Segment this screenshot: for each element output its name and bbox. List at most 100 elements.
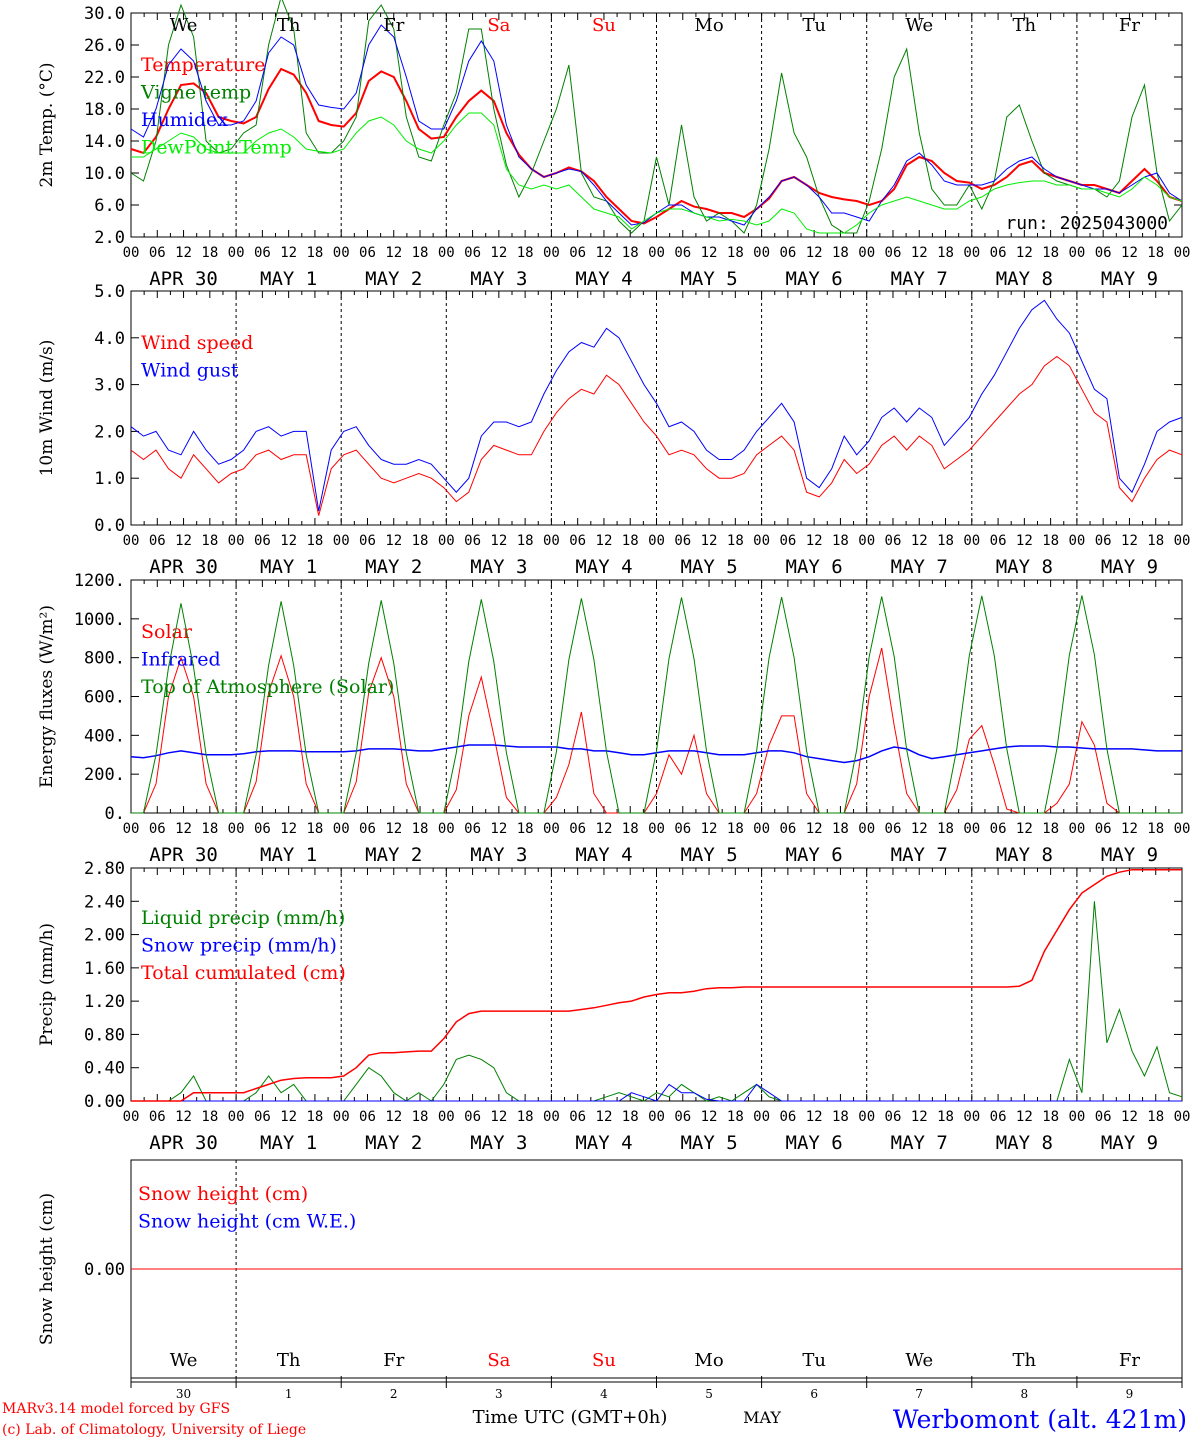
hour-label: 06	[885, 245, 902, 261]
series-line-vigne-temp	[130, 0, 1183, 234]
hour-label: 18	[1042, 533, 1059, 549]
hour-label: 06	[569, 245, 586, 261]
date-label: MAY 2	[365, 844, 422, 866]
hour-label: 00	[753, 533, 770, 549]
panel-wind: 0.0 1.0 2.0 3.0 4.0 5.0 10m Wind (m/s) Wind spe…	[37, 282, 1190, 578]
hour-label: 18	[622, 821, 639, 837]
hour-label: 00	[543, 533, 560, 549]
hour-label: 12	[1121, 821, 1138, 837]
date-label: MAY 8	[996, 1132, 1053, 1154]
hour-label: 12	[701, 533, 718, 549]
hour-label: 18	[832, 1109, 849, 1125]
legend-entry: Solar	[141, 621, 193, 643]
hour-label: 00	[438, 533, 455, 549]
hour-label: 06	[359, 533, 376, 549]
hour-label: 12	[385, 1109, 402, 1125]
y-tick-label: 1.0	[94, 469, 125, 489]
date-label: MAY 9	[1101, 844, 1158, 866]
date-label: MAY 4	[575, 844, 632, 866]
hour-label: 00	[1174, 1109, 1191, 1125]
hour-label: 12	[701, 821, 718, 837]
day-of-week-label: Su	[592, 1350, 616, 1371]
hour-label: 18	[412, 821, 429, 837]
legend-entry: Total cumulated (cm)	[141, 962, 346, 984]
day-number-label: 4	[600, 1387, 608, 1401]
hour-label: 00	[1068, 533, 1085, 549]
hour-label: 12	[280, 821, 297, 837]
hour-label: 18	[306, 821, 323, 837]
date-label: MAY 3	[470, 268, 527, 290]
hour-label: 00	[648, 1109, 665, 1125]
hour-label: 00	[858, 533, 875, 549]
hour-label: 12	[385, 533, 402, 549]
hour-label: 12	[701, 245, 718, 261]
day-of-week-label: Su	[592, 15, 616, 36]
hour-label: 12	[596, 533, 613, 549]
date-label: MAY 9	[1101, 556, 1158, 578]
hour-label: 00	[333, 821, 350, 837]
hour-label: 12	[385, 821, 402, 837]
hour-label: 06	[569, 821, 586, 837]
hour-label: 06	[569, 533, 586, 549]
date-label: MAY 5	[680, 844, 737, 866]
series-line-wind-speed	[130, 355, 1183, 516]
hour-label: 06	[885, 821, 902, 837]
hour-label: 00	[963, 1109, 980, 1125]
hour-label: 18	[1147, 821, 1164, 837]
date-label: MAY 6	[786, 556, 843, 578]
hour-label: 12	[596, 821, 613, 837]
hour-label: 06	[1095, 533, 1112, 549]
hour-label: 00	[1174, 245, 1191, 261]
hour-label: 06	[990, 1109, 1007, 1125]
hour-label: 06	[990, 245, 1007, 261]
hour-label: 18	[517, 1109, 534, 1125]
day-of-week-label: Fr	[1119, 1350, 1140, 1371]
hour-label: 00	[753, 1109, 770, 1125]
hour-label: 12	[1121, 1109, 1138, 1125]
hour-label: 00	[648, 533, 665, 549]
hour-label: 12	[911, 821, 928, 837]
day-of-week-label: Th	[1013, 15, 1037, 36]
date-label: MAY 1	[260, 556, 317, 578]
hour-label: 18	[201, 533, 218, 549]
hour-label: 12	[490, 533, 507, 549]
legend-entry: Humidex	[141, 109, 228, 131]
hour-label: 06	[1095, 821, 1112, 837]
date-label: MAY 7	[891, 844, 948, 866]
day-of-week-label: We	[170, 15, 198, 36]
hour-label: 00	[1174, 533, 1191, 549]
date-label: MAY 6	[786, 268, 843, 290]
series-line-top-of-atmosphere-solar-	[131, 595, 1182, 814]
date-label: MAY 7	[891, 1132, 948, 1154]
hour-label: 06	[149, 245, 166, 261]
hour-label: 00	[963, 245, 980, 261]
hour-label: 18	[201, 821, 218, 837]
model-credit: MARv3.14 model forced by GFS	[2, 1401, 230, 1417]
date-label: MAY 5	[680, 556, 737, 578]
hour-label: 18	[937, 821, 954, 837]
day-of-week-label: Mo	[694, 15, 723, 36]
hour-label: 18	[937, 533, 954, 549]
day-of-week-label: Th	[277, 15, 301, 36]
date-label: MAY 5	[680, 268, 737, 290]
panel-temp: 2.0 6.0 10.0 14.0 18.0 22.0 26.0 30.0 2m Temp. (…	[37, 0, 1190, 290]
hour-label: 00	[438, 245, 455, 261]
hour-label: 12	[1121, 245, 1138, 261]
hour-label: 18	[306, 533, 323, 549]
panel-energy: 0. 200. 400. 600. 800. 1000. 1200. Energy fluxe…	[37, 571, 1190, 866]
hour-label: 12	[911, 245, 928, 261]
hour-label: 00	[333, 245, 350, 261]
hour-label: 12	[1016, 821, 1033, 837]
y-tick-label: 2.00	[84, 926, 125, 946]
hour-label: 06	[149, 821, 166, 837]
hour-label: 00	[228, 533, 245, 549]
date-label: MAY 5	[680, 1132, 737, 1154]
hour-label: 06	[359, 1109, 376, 1125]
hour-label: 06	[359, 245, 376, 261]
y-tick-label: 2.80	[84, 859, 125, 879]
date-label: MAY 1	[260, 1132, 317, 1154]
hour-label: 06	[569, 1109, 586, 1125]
hour-label: 18	[622, 1109, 639, 1125]
hour-label: 18	[727, 821, 744, 837]
hour-label: 00	[228, 821, 245, 837]
